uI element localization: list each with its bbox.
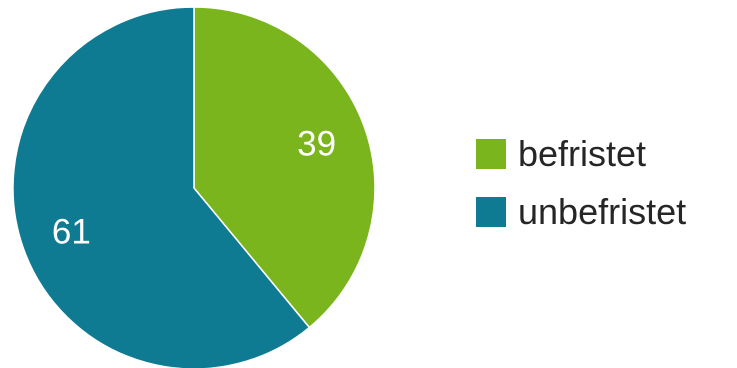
pie-slice-unbefristet xyxy=(12,6,311,368)
data-label-unbefristet: 61 xyxy=(52,213,91,252)
legend-item-unbefristet: unbefristet xyxy=(476,189,686,235)
pie-chart-canvas: 39 61 xyxy=(12,6,376,368)
pie-slice-befristet xyxy=(193,6,376,329)
legend-swatch-befristet xyxy=(476,139,506,169)
legend-swatch-unbefristet xyxy=(476,197,506,227)
legend-label-befristet: befristet xyxy=(518,133,647,174)
legend-label-unbefristet: unbefristet xyxy=(518,191,687,232)
data-label-befristet: 39 xyxy=(297,124,336,163)
chart-legend: befristet unbefristet xyxy=(476,131,686,247)
legend-item-befristet: befristet xyxy=(476,131,686,177)
